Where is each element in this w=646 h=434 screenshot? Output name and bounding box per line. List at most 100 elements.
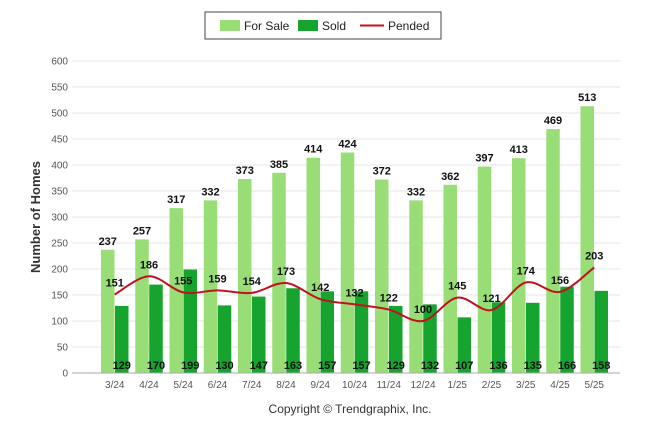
x-tick-label: 5/25 [585,380,605,391]
data-label-pended: 203 [585,250,603,262]
pended-line-layer [114,266,595,323]
data-label-for-sale: 362 [441,171,459,183]
data-label-for-sale: 237 [99,236,117,248]
legend-swatch-sold [298,20,318,31]
bar-sold [354,291,369,373]
data-label-pended: 100 [414,304,432,316]
y-tick-label: 0 [62,369,68,380]
data-label-pended: 151 [106,277,124,289]
data-label-pended: 156 [551,275,569,287]
bar-sold [252,296,266,373]
data-label-for-sale: 332 [407,186,425,198]
y-tick-label: 500 [51,109,68,120]
bar-sold [183,269,197,373]
x-tick-label: 3/25 [516,380,536,391]
bar-sold [149,284,163,373]
x-tick-label: 7/24 [242,380,262,391]
bar-for-sale [512,158,526,373]
x-tick-label: 6/24 [208,380,228,391]
x-tick-label: 4/25 [550,380,570,391]
y-tick-label: 350 [51,187,68,198]
data-label-for-sale: 469 [544,115,562,127]
x-tick-label: 5/24 [174,380,194,391]
bar-for-sale [409,200,423,373]
y-tick-label: 150 [51,291,68,302]
data-label-pended: 173 [277,266,295,278]
y-axis-ticks: 0 50 100 150 200 250 300 350 400 450 500 550 600 [51,57,68,380]
data-label-sold: 132 [421,360,439,372]
data-label-for-sale: 414 [304,144,323,156]
data-label-sold: 158 [592,360,610,372]
y-tick-label: 250 [51,239,68,250]
data-label-sold: 129 [387,360,405,372]
bar-for-sale [272,172,286,373]
data-label-pended: 174 [517,266,536,278]
legend-label-pended: Pended [388,19,429,33]
data-label-for-sale: 257 [133,225,151,237]
x-axis-ticks: 3/24 4/24 5/24 6/24 7/24 8/24 9/24 10/24 11/24 12… [105,380,604,391]
bar-for-sale [340,152,355,373]
data-label-for-sale: 385 [270,159,288,171]
data-label-sold: 107 [455,360,473,372]
bar-for-sale [238,179,252,373]
bar-sold [423,304,437,373]
data-label-for-sale: 332 [201,186,219,198]
copyright-footer: Copyright © Trendgraphix, Inc. [269,402,432,416]
bar-for-sale [135,239,149,373]
legend-box [204,11,442,40]
data-label-pended: 186 [140,259,158,271]
bar-sold [115,305,129,373]
bar-sold [526,302,540,373]
data-label-sold: 199 [181,360,199,372]
y-tick-label: 550 [51,83,68,94]
data-label-pended: 132 [345,287,363,299]
bar-for-sale [101,249,115,373]
data-label-pended: 145 [448,281,466,293]
data-label-for-sale: 373 [236,165,254,177]
bars [101,106,608,374]
legend: For Sale Sold Pended [204,11,442,40]
y-tick-label: 450 [51,135,68,146]
y-tick-label: 400 [51,161,68,172]
x-tick-label: 2/25 [482,380,502,391]
data-label-sold: 157 [318,360,336,372]
data-label-sold: 129 [113,360,131,372]
legend-label-for-sale: For Sale [244,19,290,33]
data-label-sold: 157 [352,360,370,372]
bar-sold [286,288,300,373]
data-label-sold: 170 [147,360,165,372]
data-label-sold: 135 [524,360,542,372]
y-tick-label: 600 [51,57,68,68]
bar-sold [320,291,334,373]
bar-for-sale [546,129,560,373]
legend-label-sold: Sold [322,19,346,33]
y-axis-label: Number of Homes [28,161,43,273]
data-label-sold: 163 [284,360,302,372]
x-tick-label: 9/24 [311,380,331,391]
y-tick-label: 50 [57,343,69,354]
data-label-for-sale: 413 [510,144,528,156]
bar-sold [217,305,232,373]
data-label-pended: 121 [482,293,500,305]
bar-for-sale [306,157,320,373]
x-tick-label: 8/24 [276,380,296,391]
bar-for-sale [443,184,457,373]
data-label-for-sale: 424 [338,139,357,151]
bar-sold [560,286,574,373]
data-label-pended: 159 [208,273,226,285]
bar-sold [457,317,471,373]
data-label-sold: 147 [250,360,268,372]
bar-sold [491,302,506,373]
x-tick-label: 4/24 [139,380,159,391]
y-tick-label: 200 [51,265,68,276]
data-label-for-sale: 372 [373,166,391,178]
data-labels: 237 129 151 257 170 186 317 199 155 332 130 159 373 1… [99,92,611,372]
x-tick-label: 11/24 [377,380,402,391]
data-label-pended: 154 [243,276,262,288]
data-label-pended: 155 [174,275,192,287]
x-tick-label: 1/25 [448,380,468,391]
y-tick-label: 100 [51,317,68,328]
pended-line [114,266,595,323]
data-label-for-sale: 317 [167,194,185,206]
